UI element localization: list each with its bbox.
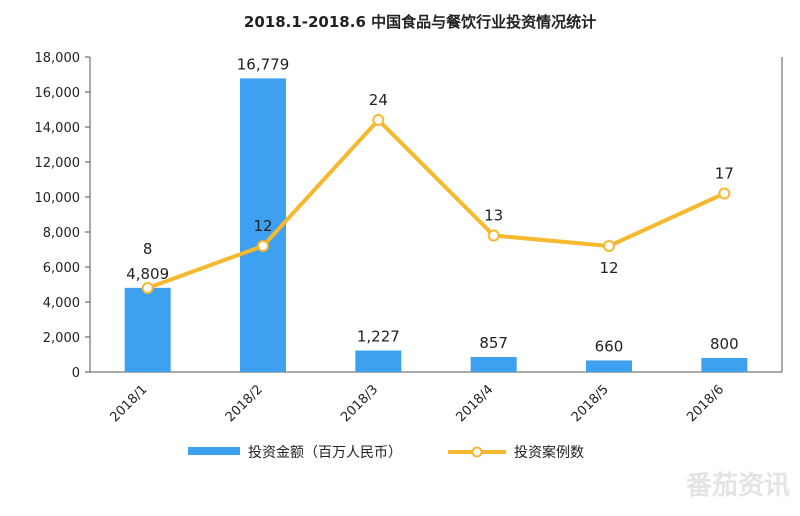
legend: 投资金额（百万人民币） 投资案例数 (188, 444, 584, 461)
y-tick-label: 10,000 (35, 191, 81, 206)
bar-2018/6 (701, 358, 748, 372)
line-value-label: 12 (599, 259, 618, 277)
bar-value-label: 4,809 (126, 265, 169, 283)
line-value-label: 17 (715, 165, 734, 183)
line-point-2018/3 (372, 114, 385, 126)
line-point-2018/4 (487, 229, 500, 242)
y-tick-label: 12,000 (35, 156, 81, 171)
bar-2018/2 (240, 78, 286, 373)
watermark: 番茄资讯 (686, 471, 790, 501)
y-tick-label: 8,000 (43, 226, 80, 241)
x-tick-label: 2018/5 (569, 382, 612, 425)
line-value-label: 24 (369, 91, 388, 109)
bar-2018/5 (586, 360, 632, 372)
x-tick-label: 2018/4 (454, 382, 497, 425)
line-point-2018/2 (257, 240, 269, 252)
legend-swatch-marker (471, 446, 483, 458)
line-point-2018/6 (718, 187, 731, 200)
x-tick-label: 2018/2 (223, 382, 266, 425)
line-value-label: 8 (143, 240, 153, 258)
x-tick-label: 2018/6 (684, 382, 727, 425)
bar-value-label: 800 (710, 335, 739, 353)
chart-title: 2018.1-2018.6 中国食品与餐饮行业投资情况统计 (244, 13, 596, 31)
legend-label-line: 投资案例数 (514, 444, 584, 461)
y-tick-label: 16,000 (35, 86, 81, 101)
line-point-2018/5 (603, 240, 615, 252)
x-tick-label: 2018/1 (108, 382, 151, 425)
bar-value-label: 857 (479, 334, 508, 352)
line-value-label: 13 (484, 207, 503, 225)
bar-2018/1 (124, 287, 171, 372)
line-path (146, 118, 726, 290)
bar-2018/4 (470, 357, 517, 372)
line-point-2018/1 (141, 282, 154, 294)
bar-series (124, 78, 748, 373)
y-tick-label: 6,000 (43, 261, 80, 276)
data-labels: 4,809 16,779 1,227 857 660 800 8 12 24 13 12 17 (126, 55, 738, 355)
line-value-label: 12 (253, 217, 272, 235)
y-tick-label: 2,000 (43, 331, 80, 346)
y-tick-label: 14,000 (35, 121, 81, 136)
x-tick-label: 2018/3 (338, 382, 381, 425)
y-tick-label: 0 (72, 366, 80, 381)
legend-swatch-bar (188, 447, 240, 455)
line-series (141, 114, 731, 294)
bar-value-label: 1,227 (357, 328, 400, 346)
bar-value-label: 16,779 (237, 55, 290, 73)
y-tick-label: 4,000 (43, 296, 80, 311)
bar-value-label: 660 (595, 337, 624, 355)
legend-label-bar: 投资金额（百万人民币） (248, 445, 402, 461)
bar-2018/3 (355, 350, 402, 372)
y-tick-label: 18,000 (35, 51, 81, 66)
